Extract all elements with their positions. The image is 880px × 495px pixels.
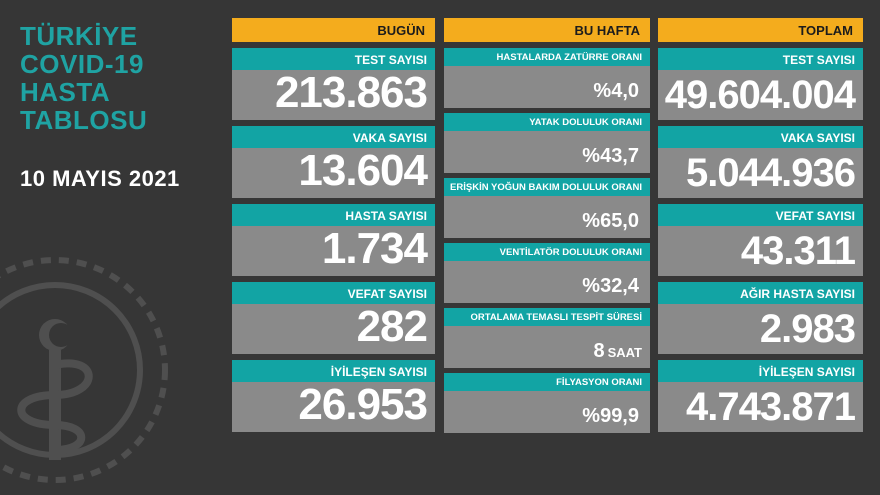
stat-card: VENTİLATÖR DOLULUK ORANI %32,4 — [444, 243, 650, 303]
stat-card: TEST SAYISI 49.604.004 — [658, 48, 863, 120]
column-header: BUGÜN — [232, 18, 435, 42]
stat-label: HASTALARDA ZATÜRRE ORANI — [444, 48, 650, 66]
stat-label: YATAK DOLULUK ORANI — [444, 113, 650, 131]
stat-number: 8 — [593, 340, 605, 362]
stat-label: VENTİLATÖR DOLULUK ORANI — [444, 243, 650, 261]
stat-card: İYİLEŞEN SAYISI 4.743.871 — [658, 360, 863, 432]
stat-card: ORTALAMA TEMASLI TESPİT SÜRESİ 8 SAAT — [444, 308, 650, 368]
column-header: BU HAFTA — [444, 18, 650, 42]
title-line: TABLOSU — [20, 105, 148, 135]
stat-value: %4,0 — [593, 80, 642, 103]
page-title: TÜRKİYE COVID-19 HASTA TABLOSU — [20, 22, 147, 134]
stat-label: İYİLEŞEN SAYISI — [658, 360, 863, 382]
title-line: COVID-19 — [20, 49, 144, 79]
stat-value: %99,9 — [582, 405, 642, 428]
stat-label: TEST SAYISI — [232, 48, 435, 70]
stat-label: VEFAT SAYISI — [658, 204, 863, 226]
stat-card: YATAK DOLULUK ORANI %43,7 — [444, 113, 650, 173]
column-total: TOPLAM TEST SAYISI 49.604.004 VAKA SAYIS… — [658, 18, 863, 438]
stat-label: İYİLEŞEN SAYISI — [232, 360, 435, 382]
stat-number: %99,9 — [582, 405, 639, 427]
stat-value: 1.734 — [321, 224, 428, 273]
report-date: 10 MAYIS 2021 — [20, 166, 180, 191]
stat-label: HASTA SAYISI — [232, 204, 435, 226]
stat-card: VEFAT SAYISI 43.311 — [658, 204, 863, 276]
stat-card: FİLYASYON ORANI %99,9 — [444, 373, 650, 433]
stat-label: VEFAT SAYISI — [232, 282, 435, 304]
stat-value: 26.953 — [298, 380, 428, 429]
stat-number: %32,4 — [582, 275, 639, 297]
stat-card: VAKA SAYISI 13.604 — [232, 126, 435, 198]
stat-value: 4.743.871 — [686, 385, 856, 429]
stat-label: FİLYASYON ORANI — [444, 373, 650, 391]
stat-unit: SAAT — [607, 345, 642, 360]
stat-card: İYİLEŞEN SAYISI 26.953 — [232, 360, 435, 432]
stat-value: 8 SAAT — [593, 340, 642, 363]
stat-value: 5.044.936 — [686, 151, 856, 195]
stat-value: 213.863 — [274, 68, 428, 117]
stat-number: %4,0 — [593, 80, 639, 102]
title-line: TÜRKİYE — [20, 21, 138, 51]
stat-card: HASTA SAYISI 1.734 — [232, 204, 435, 276]
stat-value: 282 — [356, 302, 428, 351]
column-today: BUGÜN TEST SAYISI 213.863 VAKA SAYISI 13… — [232, 18, 435, 438]
stat-value: %43,7 — [582, 145, 642, 168]
stat-label: ORTALAMA TEMASLI TESPİT SÜRESİ — [444, 308, 650, 326]
ministry-emblem-icon — [0, 257, 168, 483]
stat-label: VAKA SAYISI — [232, 126, 435, 148]
stat-value: 2.983 — [759, 307, 856, 351]
stat-card: TEST SAYISI 213.863 — [232, 48, 435, 120]
stat-label: AĞIR HASTA SAYISI — [658, 282, 863, 304]
stat-value: 49.604.004 — [664, 73, 856, 117]
stat-card: AĞIR HASTA SAYISI 2.983 — [658, 282, 863, 354]
column-header: TOPLAM — [658, 18, 863, 42]
stat-label: ERİŞKİN YOĞUN BAKIM DOLULUK ORANI — [444, 178, 650, 196]
stat-card: VAKA SAYISI 5.044.936 — [658, 126, 863, 198]
stat-card: ERİŞKİN YOĞUN BAKIM DOLULUK ORANI %65,0 — [444, 178, 650, 238]
stat-card: VEFAT SAYISI 282 — [232, 282, 435, 354]
title-line: HASTA — [20, 77, 111, 107]
stat-value: %32,4 — [582, 275, 642, 298]
stat-number: %65,0 — [582, 210, 639, 232]
column-this-week: BU HAFTA HASTALARDA ZATÜRRE ORANI %4,0 Y… — [444, 18, 650, 438]
stat-label: TEST SAYISI — [658, 48, 863, 70]
stat-card: HASTALARDA ZATÜRRE ORANI %4,0 — [444, 48, 650, 108]
stat-value: 13.604 — [298, 146, 428, 195]
stat-value: %65,0 — [582, 210, 642, 233]
stat-number: %43,7 — [582, 145, 639, 167]
stat-value: 43.311 — [740, 229, 856, 273]
stat-label: VAKA SAYISI — [658, 126, 863, 148]
